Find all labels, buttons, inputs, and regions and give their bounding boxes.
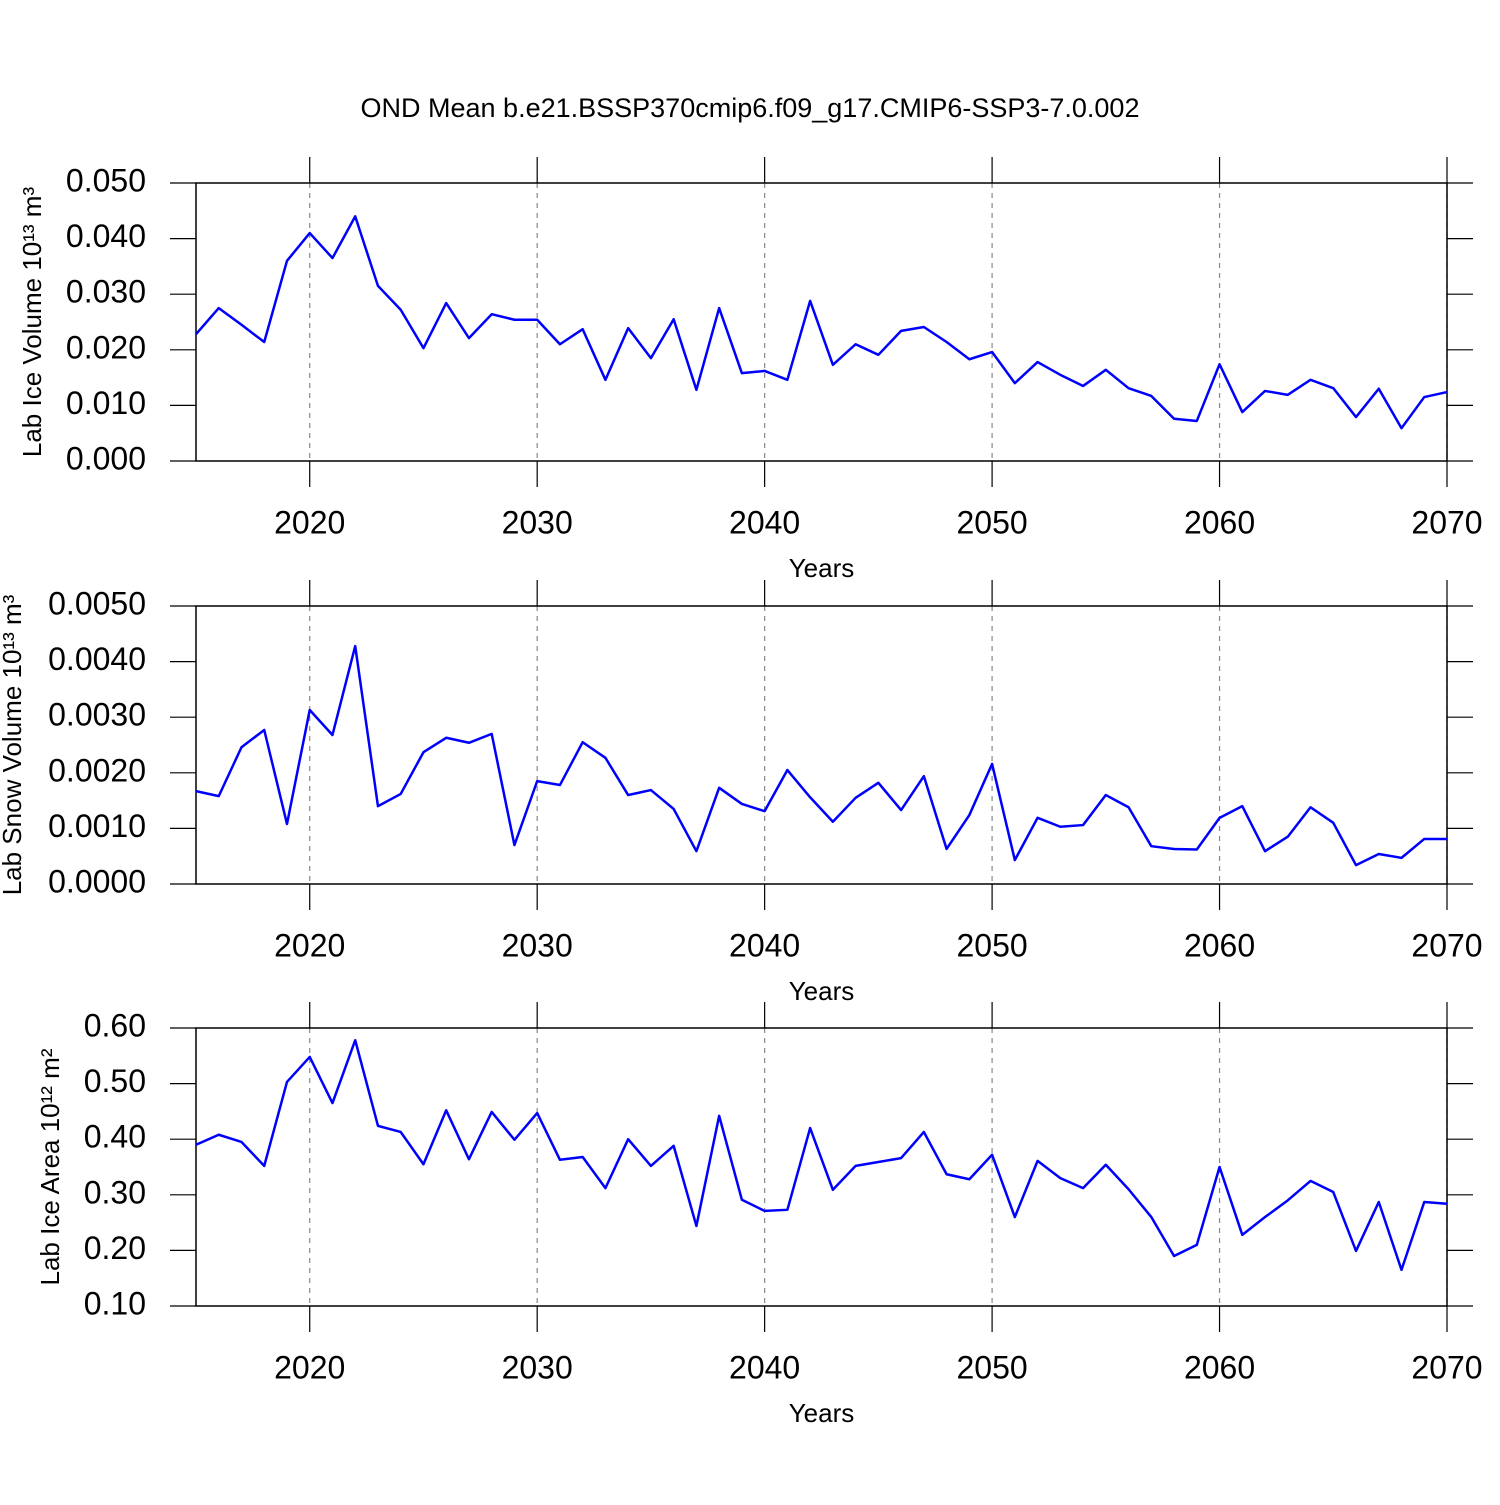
y-axis-label: Lab Snow Volume 10¹³ m³	[0, 594, 27, 895]
y-tick-label: 0.0010	[48, 808, 146, 844]
x-tick-label: 2070	[1411, 927, 1482, 963]
data-line	[195, 644, 1447, 867]
x-axis-label: Years	[789, 976, 855, 1006]
x-tick-label: 2040	[729, 1349, 800, 1385]
y-tick-label: 0.0020	[48, 752, 146, 788]
y-tick-label: 0.60	[84, 1007, 146, 1043]
x-tick-label: 2030	[502, 1349, 573, 1385]
x-axis-label: Years	[789, 1398, 855, 1428]
x-tick-label: 2050	[956, 927, 1027, 963]
y-tick-label: 0.0040	[48, 641, 146, 677]
y-tick-label: 0.40	[84, 1119, 146, 1155]
x-tick-label: 2070	[1411, 504, 1482, 540]
plot-frame	[195, 182, 1448, 462]
x-tick-label: 2020	[274, 1349, 345, 1385]
x-tick-label: 2030	[502, 504, 573, 540]
y-tick-label: 0.040	[66, 218, 146, 254]
y-tick-label: 0.000	[66, 440, 146, 476]
y-tick-label: 0.50	[84, 1063, 146, 1099]
y-axis-label: Lab Ice Volume 10¹³ m³	[17, 187, 47, 458]
x-tick-label: 2020	[274, 504, 345, 540]
x-tick-label: 2050	[956, 1349, 1027, 1385]
x-tick-label: 2040	[729, 927, 800, 963]
y-tick-label: 0.0000	[48, 863, 146, 899]
y-axis-label: Lab Ice Area 10¹² m²	[35, 1048, 65, 1285]
x-tick-label: 2030	[502, 927, 573, 963]
y-tick-label: 0.030	[66, 274, 146, 310]
plot-frame	[195, 605, 1448, 885]
y-tick-label: 0.0030	[48, 697, 146, 733]
x-tick-label: 2050	[956, 504, 1027, 540]
y-tick-label: 0.30	[84, 1174, 146, 1210]
y-tick-label: 0.020	[66, 329, 146, 365]
y-tick-label: 0.0050	[48, 585, 146, 621]
y-tick-label: 0.010	[66, 385, 146, 421]
x-tick-label: 2020	[274, 927, 345, 963]
x-tick-label: 2040	[729, 504, 800, 540]
y-tick-label: 0.10	[84, 1285, 146, 1321]
y-tick-label: 0.050	[66, 162, 146, 198]
x-tick-label: 2060	[1184, 1349, 1255, 1385]
x-tick-label: 2060	[1184, 504, 1255, 540]
x-tick-label: 2060	[1184, 927, 1255, 963]
figure-title: OND Mean b.e21.BSSP370cmip6.f09_g17.CMIP…	[361, 93, 1140, 123]
x-axis-label: Years	[789, 553, 855, 583]
data-line	[195, 215, 1448, 430]
plot-frame	[195, 1027, 1448, 1307]
data-line	[195, 1038, 1448, 1272]
y-tick-label: 0.20	[84, 1230, 146, 1266]
x-tick-label: 2070	[1411, 1349, 1482, 1385]
